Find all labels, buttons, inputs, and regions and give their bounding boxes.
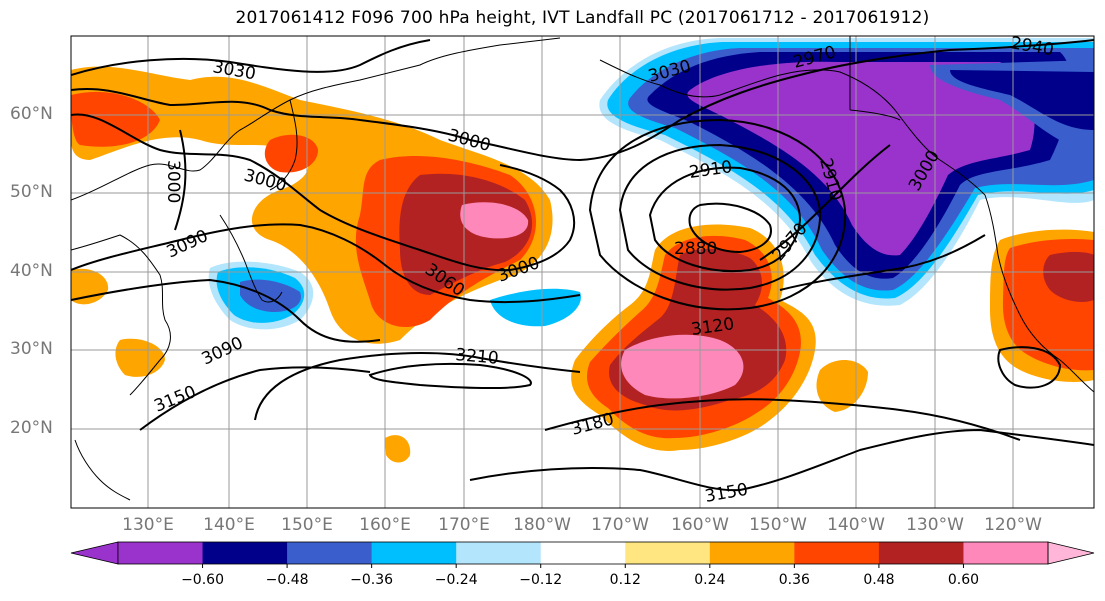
colorbar-swatch <box>202 542 288 564</box>
lon-label: 120°W <box>984 515 1042 535</box>
lat-label: 50°N <box>10 182 53 202</box>
colorbar-tick-label: −0.60 <box>181 572 224 588</box>
lon-label: 150°W <box>749 515 807 535</box>
positive-region-westcoast-darkred <box>1043 251 1094 302</box>
contour-label: 3210 <box>455 345 500 369</box>
colorbar-tick-label: 0.60 <box>947 572 980 588</box>
graticule <box>71 36 1094 508</box>
lon-label: 170°W <box>591 515 649 535</box>
lon-label: 150°E <box>281 515 333 535</box>
contour-label: 3090 <box>199 333 247 369</box>
positive-region-okhotsk <box>264 134 318 173</box>
colorbar-swatch <box>625 542 711 564</box>
lon-label: 130°W <box>906 515 964 535</box>
negative-patch-central <box>490 288 581 327</box>
contour-label: 2910 <box>688 157 734 183</box>
colorbar-tick-label: 0.12 <box>609 572 641 588</box>
colorbar-swatch <box>287 542 373 564</box>
colorbar-tick-label: 0.36 <box>778 572 810 588</box>
coastlines <box>71 36 1094 501</box>
colorbar-tick-label: −0.36 <box>350 572 394 588</box>
colorbar-tick-label: 0.48 <box>863 572 895 588</box>
contour-label: 3000 <box>163 160 183 203</box>
lon-label: 130°E <box>122 515 174 535</box>
positive-region-west-lower-orange <box>115 338 165 377</box>
lat-label: 30°N <box>10 339 53 359</box>
contour-label: 3090 <box>164 226 212 262</box>
colorbar-swatch <box>118 542 204 564</box>
colorbar-tick-label: −0.24 <box>434 572 478 588</box>
colorbar <box>70 541 1095 568</box>
contour-label: 2880 <box>674 239 717 259</box>
positive-region-kamchatka-orange <box>71 91 160 147</box>
colorbar-tick-label: −0.48 <box>265 572 309 588</box>
positive-region-central-pink <box>621 334 744 399</box>
colorbar-swatch <box>540 542 626 564</box>
lat-label: 20°N <box>10 418 53 438</box>
colorbar-tick-label: 0.24 <box>694 572 726 588</box>
lat-label: 40°N <box>10 261 53 281</box>
lon-label: 140°E <box>203 515 255 535</box>
colorbar-swatch <box>963 542 1049 564</box>
colorbar-swatch <box>456 542 542 564</box>
lon-label: 180°W <box>513 515 571 535</box>
colorbar-swatch <box>709 542 795 564</box>
contour-label: 3150 <box>703 480 749 507</box>
lat-label: 60°N <box>10 104 53 124</box>
colorbar-tick-label: −0.12 <box>519 572 563 588</box>
negative-region-purple <box>687 61 1035 256</box>
colorbar-swatch <box>371 542 457 564</box>
lon-label: 160°E <box>359 515 411 535</box>
positive-patch-south <box>385 435 411 463</box>
colorbar-border <box>117 541 1049 565</box>
map-title: 2017061412 F096 700 hPa height, IVT Land… <box>235 8 930 28</box>
contour-label: 3150 <box>151 382 199 417</box>
colorbar-extend-high <box>1047 541 1095 565</box>
colorbar-swatch <box>794 542 880 564</box>
lon-label: 170°E <box>438 515 490 535</box>
lon-label: 160°W <box>671 515 729 535</box>
contour-label: 3180 <box>569 409 616 440</box>
height-contours <box>71 39 1094 492</box>
colorbar-swatch <box>878 542 964 564</box>
positive-region-mid-orange <box>816 360 868 412</box>
positive-region-west-pink <box>460 202 529 239</box>
lon-label: 140°W <box>827 515 885 535</box>
colorbar-extend-low <box>70 541 119 565</box>
plot-frame <box>70 35 1095 509</box>
